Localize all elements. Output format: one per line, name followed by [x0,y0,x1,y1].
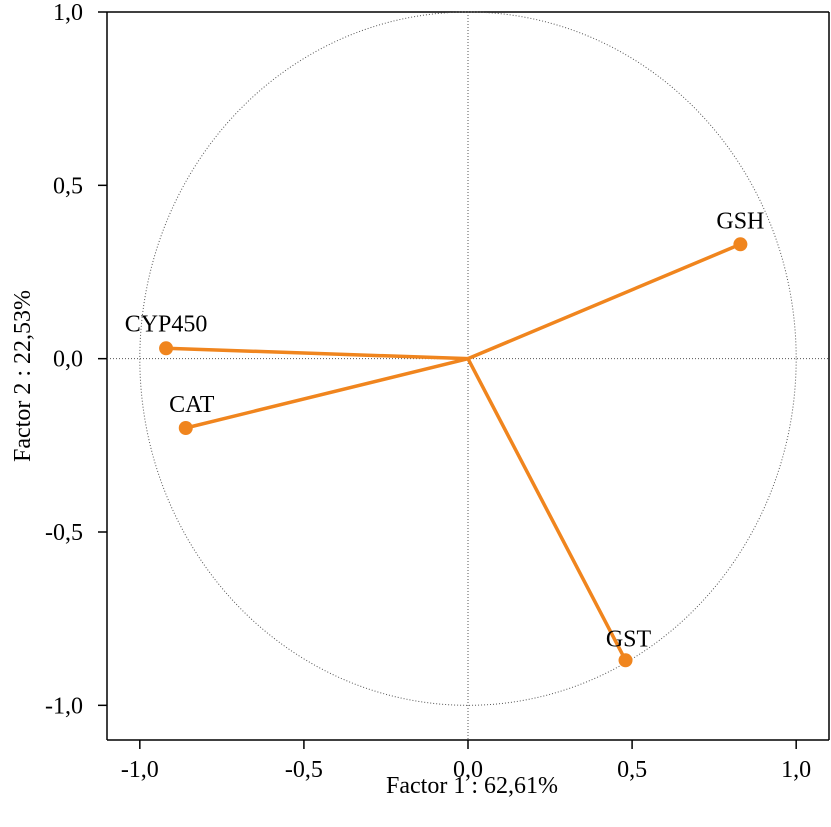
y-tick-label: -0,5 [45,520,83,546]
x-tick-label: 0,0 [453,757,483,783]
loading-point-gsh [733,237,748,252]
loading-label-cat: CAT [169,392,215,418]
x-tick-label: 0,5 [617,757,647,783]
x-axis-title: Factor 1 : 62,61% [386,773,558,799]
loading-line-cyp450 [164,346,470,361]
y-tick-label: 1,0 [53,0,83,26]
loading-point-cat [178,421,193,435]
x-tick-label: -1,0 [121,757,159,783]
y-axis-title: Factor 2 : 22,53% [10,290,36,462]
y-tick-label: 0,5 [53,173,83,199]
loading-point-gst [618,653,633,668]
loading-point-cyp450 [159,341,174,356]
y-tick-label: 0,0 [53,347,83,373]
loading-label-cyp450: CYP450 [125,311,208,337]
ticks-group: -1,0 -0,5 0,0 0,5 1,0 -1,0 -0,5 0,0 0,5 1,0 [45,0,811,783]
loading-line-gsh [466,242,743,361]
loading-line-cat [184,356,470,430]
x-tick-label: 1,0 [781,757,811,783]
loadings-group: GSH CYP450 CAT GST [125,208,764,668]
guide-lines-group [107,11,829,740]
unit-circle [139,11,797,706]
x-tick-label: -0,5 [285,757,323,783]
loading-label-gsh: GSH [716,208,764,234]
loading-label-gst: GST [606,626,652,652]
y-tick-label: -1,0 [45,693,83,719]
loading-line-gst [466,356,628,663]
